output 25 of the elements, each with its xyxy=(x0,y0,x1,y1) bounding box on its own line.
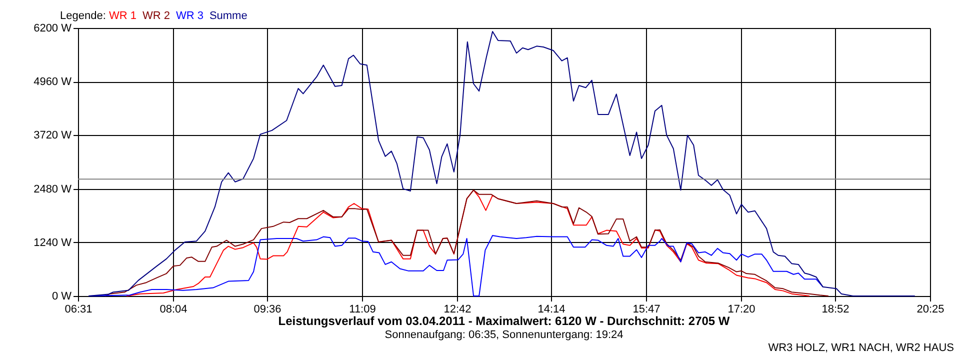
x-tick-label: 12:42 xyxy=(444,304,472,316)
text: WR3 HOLZ, WR1 NACH, WR2 HAUS xyxy=(768,342,954,354)
x-tick-label: 15:47 xyxy=(632,304,660,316)
x-tick-label: 18:52 xyxy=(822,304,850,316)
x-tick-label: 08:04 xyxy=(160,304,188,316)
text: WR 3 xyxy=(176,10,204,22)
text: Summe xyxy=(209,10,248,22)
y-tick-label: 1240 W xyxy=(34,236,72,249)
y-tick-label: 0 W xyxy=(52,290,72,302)
y-tick-label: 3720 W xyxy=(34,130,72,142)
x-tick-label: 11:09 xyxy=(349,304,376,316)
x-tick-label: 09:36 xyxy=(254,304,282,316)
legend-title: Legende: xyxy=(60,10,107,22)
y-tick-label: 4960 W xyxy=(34,76,72,88)
text: Leistungsverlauf vom 03.04.2011 - Maximalwert: 6120 W - Durchschnitt: 2705 W xyxy=(278,314,730,328)
text: WR 2 xyxy=(142,10,170,22)
line-series xyxy=(88,30,916,296)
y-tick-label: 6200 W xyxy=(34,22,72,34)
y-tick-label: 2480 W xyxy=(34,183,72,196)
x-tick-label: 06:31 xyxy=(64,304,92,316)
x-tick-label: 14:14 xyxy=(538,304,566,316)
text: Sonnenaufgang: 06:35, Sonnenuntergang: 19:24 xyxy=(384,329,624,341)
x-tick-label: 17:20 xyxy=(728,304,756,316)
x-tick-label: 20:25 xyxy=(916,304,944,316)
text: WR 1 xyxy=(108,10,136,22)
